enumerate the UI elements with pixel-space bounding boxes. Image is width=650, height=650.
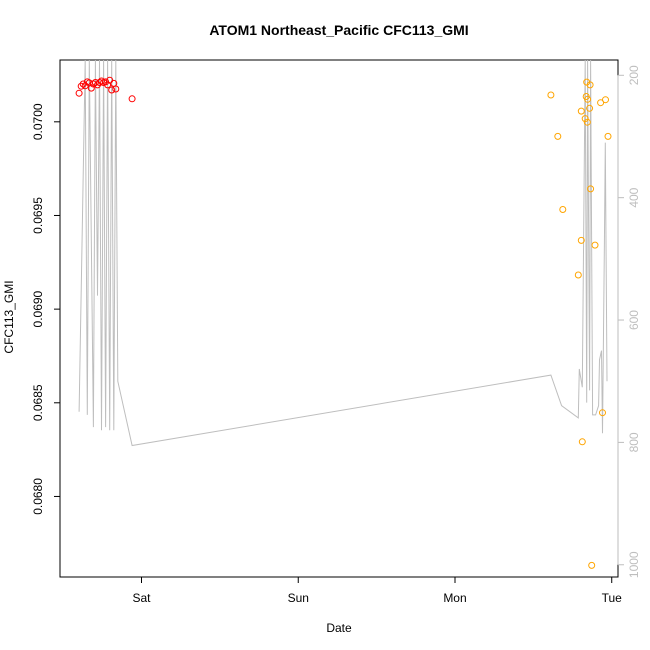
data-point-series1 <box>98 77 105 85</box>
data-point-series2 <box>577 107 585 115</box>
data-point-series1 <box>87 84 95 92</box>
data-point-series2 <box>578 438 586 446</box>
points-layer <box>75 76 612 569</box>
data-point-series2 <box>591 241 599 249</box>
data-point-series2 <box>586 81 594 89</box>
data-point-series1 <box>75 89 83 97</box>
data-point-series1 <box>112 85 120 93</box>
data-point-series2 <box>581 115 589 123</box>
y2-tick-label: 400 <box>627 187 641 207</box>
data-point-series2 <box>604 132 612 140</box>
data-point-series2 <box>583 118 591 126</box>
y2-tick-label: 1000 <box>627 551 641 578</box>
plot-frame <box>59 59 619 578</box>
data-point-series2 <box>547 91 555 99</box>
data-point-series2 <box>584 95 592 103</box>
y2-tick-label: 800 <box>627 432 641 452</box>
chart-title: ATOM1 Northeast_Pacific CFC113_GMI <box>209 22 468 38</box>
data-point-series1 <box>128 95 136 103</box>
data-point-series2 <box>597 99 605 107</box>
data-point-series1 <box>108 86 116 94</box>
data-point-series2 <box>599 409 606 417</box>
data-point-series2 <box>602 96 609 104</box>
data-point-series1 <box>77 82 85 90</box>
y-axis-label: CFC113_GMI <box>2 280 16 353</box>
profile-line-layer <box>78 59 608 447</box>
data-point-series2 <box>588 561 596 569</box>
data-point-series2 <box>554 132 562 140</box>
profile-line <box>78 59 608 447</box>
y-tick-label: 0.0690 <box>31 290 45 327</box>
data-point-series2 <box>559 206 567 213</box>
y2-tick-label: 600 <box>627 310 641 330</box>
x-tick-label: Tue <box>602 591 623 605</box>
data-point-series2 <box>574 271 582 279</box>
y-axis-right: 200 400 600 800 1000 <box>617 65 641 578</box>
y-tick-label: 0.0700 <box>31 103 45 140</box>
x-tick-label: Sun <box>288 591 309 605</box>
y-tick-label: 0.0680 <box>31 478 45 515</box>
y-tick-label: 0.0685 <box>31 384 45 421</box>
data-point-series2 <box>577 236 585 244</box>
data-point-series2 <box>587 185 595 193</box>
x-axis: Sat Sun Mon Tue <box>132 576 623 605</box>
x-tick-label: Sat <box>132 591 151 605</box>
y-axis-left: 0.0680 0.0685 0.0690 0.0695 0.0700 <box>31 103 61 515</box>
y2-tick-label: 200 <box>627 65 641 85</box>
data-point-series2 <box>586 104 594 112</box>
y-tick-label: 0.0695 <box>31 197 45 234</box>
x-tick-label: Mon <box>443 591 466 605</box>
x-axis-label: Date <box>326 621 352 635</box>
